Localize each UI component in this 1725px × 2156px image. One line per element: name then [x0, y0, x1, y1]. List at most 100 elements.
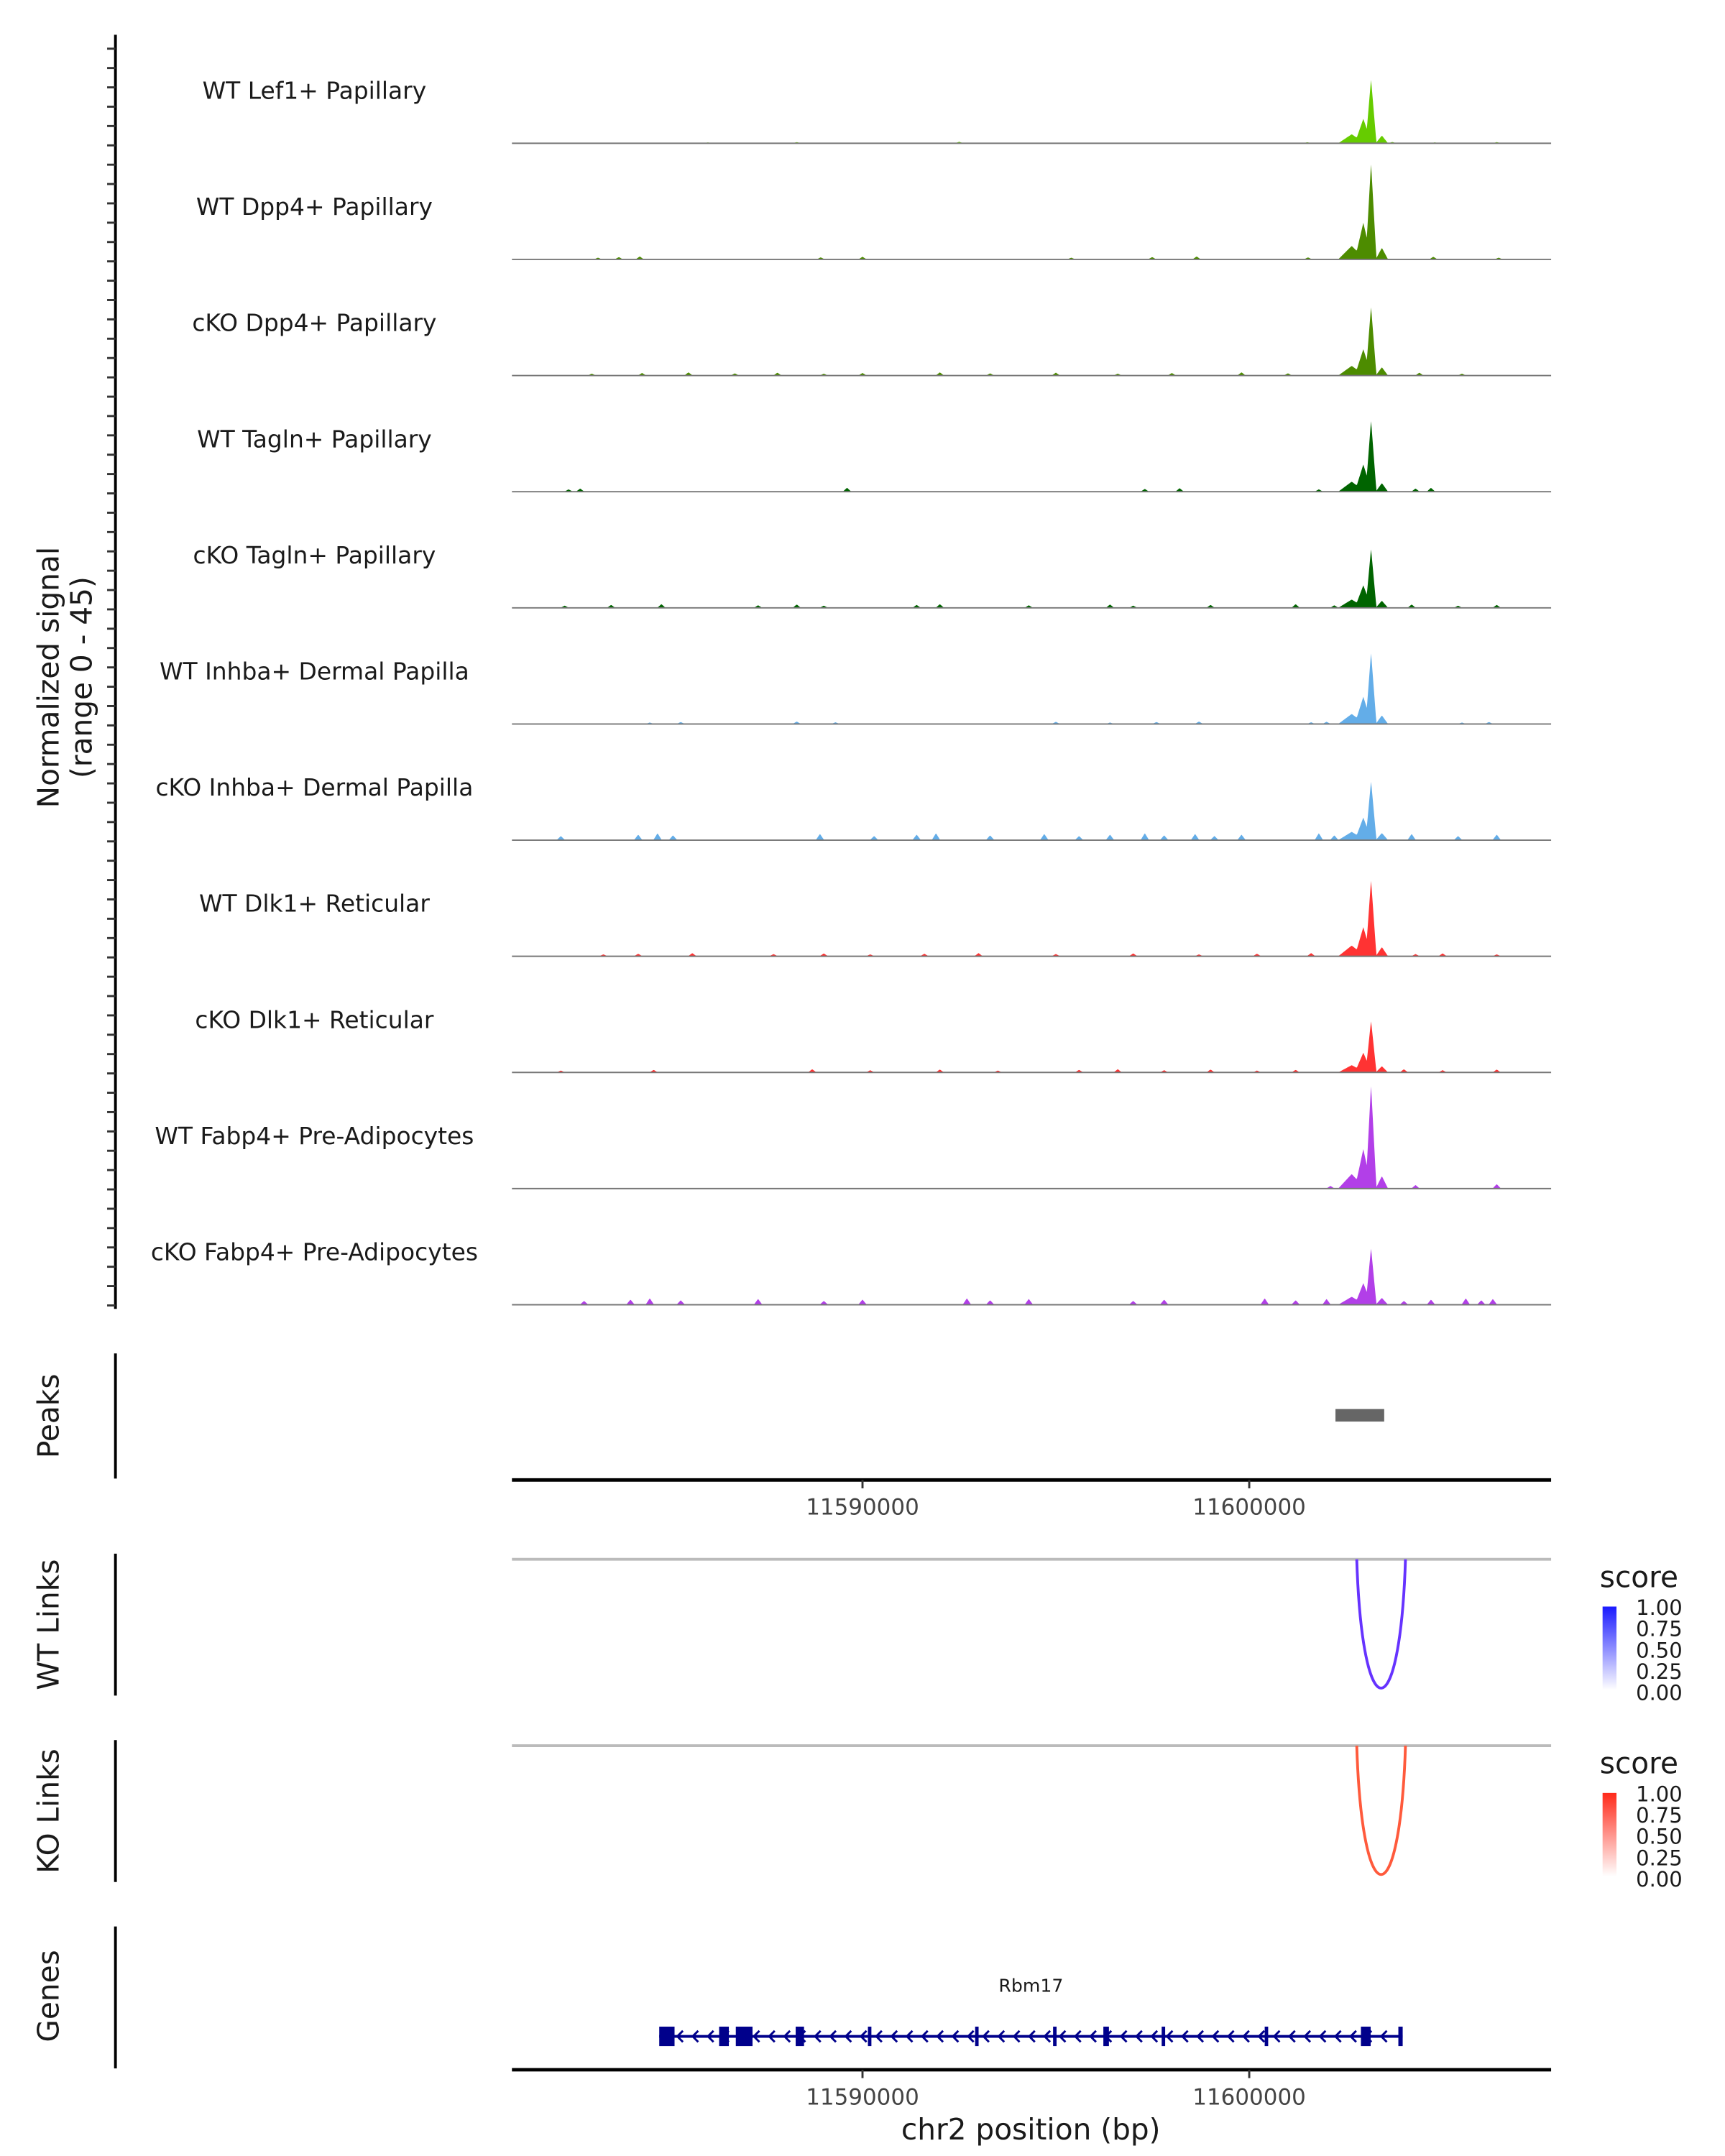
strand-arrow-icon	[951, 2030, 960, 2043]
strand-arrow-icon	[1073, 2030, 1082, 2043]
strand-arrow-icon	[813, 2030, 822, 2043]
strand-arrow-icon	[936, 2030, 944, 2043]
track-label: WT Dlk1+ Reticular	[199, 890, 430, 918]
gene-exon	[975, 2027, 979, 2047]
gene-exon	[1053, 2027, 1057, 2047]
legend-tick-label: 0.50	[1636, 1638, 1683, 1662]
legend-tick-label: 0.00	[1636, 1681, 1683, 1705]
x-axis-bottom: 11590000 11600000	[512, 2068, 1552, 2110]
gene-exon	[1398, 2027, 1403, 2047]
strand-arrow-icon	[905, 2030, 914, 2043]
peak-region	[1335, 1409, 1384, 1422]
strand-arrow-icon	[1272, 2030, 1281, 2043]
x-tick-label: 11590000	[806, 2084, 919, 2110]
strand-arrow-icon	[1043, 2030, 1052, 2043]
link-arc	[1355, 1559, 1407, 1690]
gene-exon	[735, 2027, 753, 2047]
x-tick-label: 11600000	[1192, 1495, 1306, 1521]
coverage-track: WT Dpp4+ Papillary	[196, 165, 1552, 260]
coverage-area	[512, 1021, 1552, 1073]
strand-arrow-icon	[859, 2030, 868, 2043]
coverage-area	[512, 165, 1552, 259]
strand-arrow-icon	[1379, 2030, 1388, 2043]
genes-track-label: Genes	[31, 1950, 65, 2042]
coverage-track: cKO Tagln+ Papillary	[193, 541, 1552, 609]
coverage-area	[512, 1248, 1552, 1305]
coverage-area	[512, 1086, 1552, 1189]
legend-title: score	[1600, 1560, 1678, 1594]
coverage-track: cKO Fabp4+ Pre-Adipocytes	[151, 1238, 1552, 1306]
coverage-area	[512, 781, 1552, 841]
y-axis-title-line1: Normalized signal	[31, 547, 65, 808]
strand-arrow-icon	[706, 2030, 714, 2043]
legend-colorbar	[1602, 1606, 1617, 1690]
coverage-track: WT Lef1+ Papillary	[203, 76, 1552, 144]
strand-arrow-icon	[1287, 2030, 1296, 2043]
gene-exon	[868, 2027, 872, 2047]
strand-arrow-icon	[1226, 2030, 1235, 2043]
strand-arrow-icon	[875, 2030, 883, 2043]
legend-tick-label: 0.50	[1636, 1825, 1683, 1849]
wt-links-label: WT Links	[31, 1560, 65, 1690]
strand-arrow-icon	[982, 2030, 990, 2043]
peaks-track-label: Peaks	[31, 1374, 65, 1459]
strand-arrow-icon	[783, 2030, 791, 2043]
legend-tick-label: 1.00	[1636, 1782, 1683, 1806]
strand-arrow-icon	[1242, 2030, 1250, 2043]
strand-arrow-icon	[1165, 2030, 1174, 2043]
gene-exon	[1264, 2027, 1269, 2047]
strand-arrow-icon	[752, 2030, 760, 2043]
strand-arrow-icon	[920, 2030, 929, 2043]
x-tick-label: 11600000	[1192, 2084, 1306, 2110]
track-label: WT Fabp4+ Pre-Adipocytes	[155, 1122, 474, 1150]
link-arc	[1355, 1745, 1407, 1876]
coverage-track: WT Dlk1+ Reticular	[199, 880, 1552, 957]
x-tick-label: 11590000	[806, 1495, 919, 1521]
strand-arrow-icon	[691, 2030, 699, 2043]
ko-links-label: KO Links	[31, 1749, 65, 1874]
coverage-track: cKO Dlk1+ Reticular	[195, 1005, 1552, 1074]
legend-colorbar	[1602, 1792, 1617, 1876]
legend-title: score	[1600, 1746, 1678, 1781]
track-label: cKO Dlk1+ Reticular	[195, 1005, 434, 1033]
coverage-area	[512, 421, 1552, 492]
legend-tick-label: 0.25	[1636, 1659, 1683, 1684]
strand-arrow-icon	[1211, 2030, 1220, 2043]
strand-arrow-icon	[1150, 2030, 1159, 2043]
strand-arrow-icon	[1349, 2030, 1357, 2043]
gene-exon	[1103, 2027, 1109, 2047]
x-axis-top: 11590000 11600000	[512, 1478, 1552, 1521]
strand-arrow-icon	[1257, 2030, 1266, 2043]
strand-arrow-icon	[768, 2030, 776, 2043]
strand-arrow-icon	[966, 2030, 975, 2043]
track-label: WT Inhba+ Dermal Papilla	[160, 657, 469, 685]
strand-arrow-icon	[1135, 2030, 1143, 2043]
coverage-area	[512, 80, 1552, 144]
legend-tick-label: 0.75	[1636, 1617, 1683, 1641]
coverage-area	[512, 653, 1552, 724]
track-label: WT Tagln+ Papillary	[197, 425, 432, 453]
coverage-area	[512, 549, 1552, 608]
coverage-track: WT Fabp4+ Pre-Adipocytes	[155, 1086, 1552, 1189]
coverage-area	[512, 880, 1552, 957]
track-label: WT Dpp4+ Papillary	[196, 193, 433, 221]
gene-name: Rbm17	[998, 1976, 1063, 1996]
strand-arrow-icon	[844, 2030, 852, 2043]
strand-arrow-icon	[1119, 2030, 1128, 2043]
coverage-area	[512, 307, 1552, 376]
x-axis-title: chr2 position (bp)	[901, 2112, 1161, 2147]
track-label: cKO Tagln+ Papillary	[193, 541, 436, 569]
track-label: cKO Fabp4+ Pre-Adipocytes	[151, 1238, 478, 1266]
strand-arrow-icon	[1027, 2030, 1036, 2043]
strand-arrow-icon	[890, 2030, 898, 2043]
strand-arrow-icon	[829, 2030, 837, 2043]
gene-exon	[659, 2027, 675, 2047]
legend-tick-label: 0.25	[1636, 1846, 1683, 1870]
track-label: cKO Dpp4+ Papillary	[192, 309, 436, 337]
strand-arrow-icon	[1333, 2030, 1342, 2043]
legend-tick-label: 1.00	[1636, 1595, 1683, 1620]
coverage-track: cKO Dpp4+ Papillary	[192, 307, 1552, 377]
legend-tick-label: 0.75	[1636, 1803, 1683, 1828]
